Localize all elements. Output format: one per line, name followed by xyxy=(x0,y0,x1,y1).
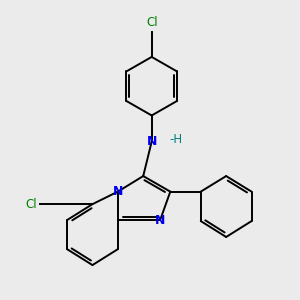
Text: -H: -H xyxy=(169,133,182,146)
Text: N: N xyxy=(146,135,157,148)
Text: Cl: Cl xyxy=(26,198,37,211)
Text: Cl: Cl xyxy=(146,16,158,29)
Text: N: N xyxy=(113,185,123,198)
Text: N: N xyxy=(155,214,165,226)
